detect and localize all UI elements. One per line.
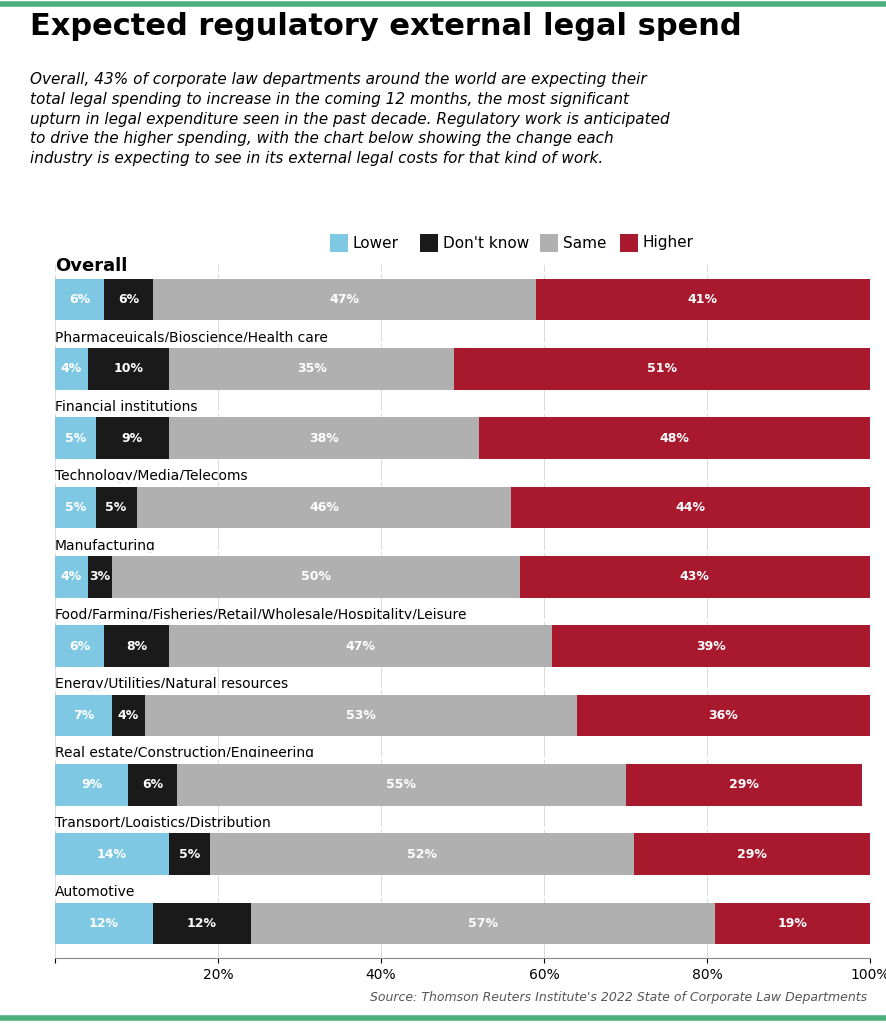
- Bar: [576, 694, 869, 736]
- Text: 3%: 3%: [89, 570, 110, 584]
- Bar: [55, 902, 152, 944]
- Text: Technology/Media/Telecoms: Technology/Media/Telecoms: [55, 469, 247, 483]
- Text: Source: Thomson Reuters Institute's 2022 State of Corporate Law Departments: Source: Thomson Reuters Institute's 2022…: [369, 991, 866, 1004]
- Text: Overall, 43% of corporate law departments around the world are expecting their
t: Overall, 43% of corporate law department…: [30, 72, 669, 166]
- Text: 10%: 10%: [113, 362, 144, 376]
- Text: 5%: 5%: [179, 848, 200, 860]
- Text: 5%: 5%: [65, 501, 86, 514]
- Text: 14%: 14%: [97, 848, 127, 860]
- Text: 12%: 12%: [186, 916, 216, 930]
- Text: Manufacturing: Manufacturing: [55, 539, 156, 553]
- Bar: [152, 902, 251, 944]
- Bar: [535, 279, 869, 321]
- Text: Food/Farming/Fisheries/Retail/Wholesale/Hospitality/Leisure: Food/Farming/Fisheries/Retail/Wholesale/…: [55, 608, 467, 622]
- Bar: [169, 418, 478, 459]
- Text: 35%: 35%: [297, 362, 326, 376]
- Text: Transport/Logistics/Distribution: Transport/Logistics/Distribution: [55, 816, 270, 829]
- Bar: [454, 348, 869, 390]
- Text: 47%: 47%: [346, 640, 375, 652]
- Text: 48%: 48%: [658, 432, 688, 444]
- Bar: [511, 486, 869, 528]
- Text: 6%: 6%: [69, 640, 89, 652]
- Text: Financial institutions: Financial institutions: [55, 400, 198, 414]
- Bar: [55, 626, 104, 667]
- Text: 4%: 4%: [118, 709, 139, 722]
- Text: Don't know: Don't know: [442, 236, 529, 251]
- Text: 50%: 50%: [300, 570, 330, 584]
- Bar: [104, 626, 169, 667]
- Bar: [128, 764, 177, 806]
- Bar: [112, 556, 519, 598]
- Text: 12%: 12%: [89, 916, 119, 930]
- Text: 8%: 8%: [126, 640, 147, 652]
- Text: Real estate/Construction/Engineering: Real estate/Construction/Engineering: [55, 746, 314, 761]
- Text: 4%: 4%: [60, 362, 82, 376]
- Bar: [144, 694, 576, 736]
- Text: 53%: 53%: [346, 709, 375, 722]
- Text: 57%: 57%: [467, 916, 497, 930]
- Bar: [112, 694, 144, 736]
- Bar: [55, 418, 96, 459]
- Bar: [210, 834, 633, 874]
- Bar: [551, 626, 869, 667]
- Bar: [152, 279, 535, 321]
- Text: 47%: 47%: [329, 293, 359, 306]
- Text: 39%: 39%: [696, 640, 725, 652]
- Bar: [55, 279, 104, 321]
- Text: 4%: 4%: [60, 570, 82, 584]
- Bar: [55, 486, 96, 528]
- Text: 5%: 5%: [65, 432, 86, 444]
- Text: Automotive: Automotive: [55, 885, 136, 899]
- Bar: [55, 556, 88, 598]
- Text: 19%: 19%: [777, 916, 806, 930]
- Bar: [714, 902, 869, 944]
- Bar: [88, 348, 169, 390]
- Text: 6%: 6%: [69, 293, 89, 306]
- Text: Expected regulatory external legal spend: Expected regulatory external legal spend: [30, 12, 741, 41]
- Bar: [136, 486, 511, 528]
- Text: Overall: Overall: [55, 257, 128, 275]
- Text: 41%: 41%: [688, 293, 717, 306]
- Text: 52%: 52%: [407, 848, 436, 860]
- Text: 38%: 38%: [308, 432, 338, 444]
- Text: Same: Same: [563, 236, 606, 251]
- Text: 9%: 9%: [81, 778, 102, 792]
- Text: 5%: 5%: [105, 501, 127, 514]
- Text: 29%: 29%: [736, 848, 766, 860]
- Bar: [633, 834, 869, 874]
- Text: 36%: 36%: [708, 709, 737, 722]
- Bar: [104, 279, 152, 321]
- Bar: [177, 764, 625, 806]
- Text: 7%: 7%: [73, 709, 94, 722]
- Bar: [478, 418, 869, 459]
- Text: 55%: 55%: [386, 778, 416, 792]
- Bar: [519, 556, 869, 598]
- Bar: [169, 348, 454, 390]
- Bar: [55, 764, 128, 806]
- Text: Higher: Higher: [642, 236, 693, 251]
- Text: 51%: 51%: [647, 362, 676, 376]
- Bar: [96, 418, 169, 459]
- Text: 9%: 9%: [121, 432, 143, 444]
- Bar: [55, 694, 112, 736]
- Bar: [169, 626, 551, 667]
- Bar: [251, 902, 714, 944]
- Text: 6%: 6%: [142, 778, 163, 792]
- Text: Lower: Lower: [353, 236, 399, 251]
- Text: 43%: 43%: [679, 570, 709, 584]
- Text: 46%: 46%: [308, 501, 338, 514]
- Bar: [55, 834, 169, 874]
- Text: Energy/Utilities/Natural resources: Energy/Utilities/Natural resources: [55, 677, 288, 691]
- Bar: [88, 556, 112, 598]
- Bar: [55, 348, 88, 390]
- Bar: [625, 764, 861, 806]
- Text: 44%: 44%: [675, 501, 705, 514]
- Text: 6%: 6%: [118, 293, 139, 306]
- Bar: [96, 486, 136, 528]
- Text: Pharmaceuicals/Bioscience/Health care: Pharmaceuicals/Bioscience/Health care: [55, 331, 328, 345]
- Text: 29%: 29%: [728, 778, 758, 792]
- Bar: [169, 834, 210, 874]
